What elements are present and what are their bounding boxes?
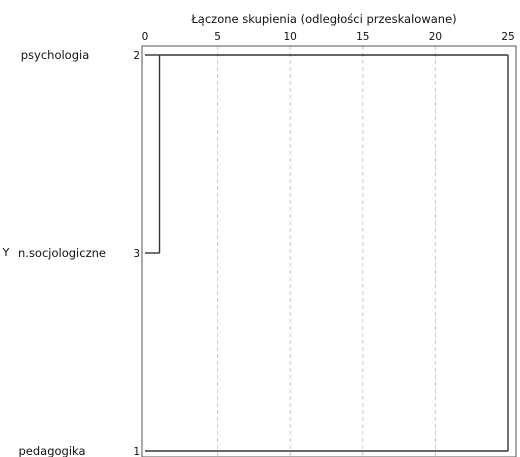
tick-label: 15	[356, 31, 369, 43]
case-numbers: 2 3 1	[133, 50, 140, 457]
case-label: psychologia	[21, 48, 90, 62]
tick-labels: 0 5 10 15 20 25	[142, 31, 515, 43]
case-label: n.socjologiczne	[18, 246, 106, 260]
tick-label: 20	[429, 31, 442, 43]
case-marker: Y	[2, 246, 10, 259]
plot-frame	[141, 45, 517, 457]
case-number: 2	[133, 50, 140, 62]
tick-label: 10	[284, 31, 297, 43]
axis-title: Łączone skupienia (odległości przeskalow…	[190, 12, 456, 26]
case-number: 3	[133, 248, 140, 260]
case-number: 1	[133, 446, 140, 457]
tick-label: 5	[214, 31, 221, 43]
grid-lines	[217, 46, 436, 457]
case-label: pedagogika	[18, 444, 85, 457]
tick-label: 25	[501, 31, 514, 43]
tick-label: 0	[142, 31, 149, 43]
tree-links	[145, 54, 509, 452]
